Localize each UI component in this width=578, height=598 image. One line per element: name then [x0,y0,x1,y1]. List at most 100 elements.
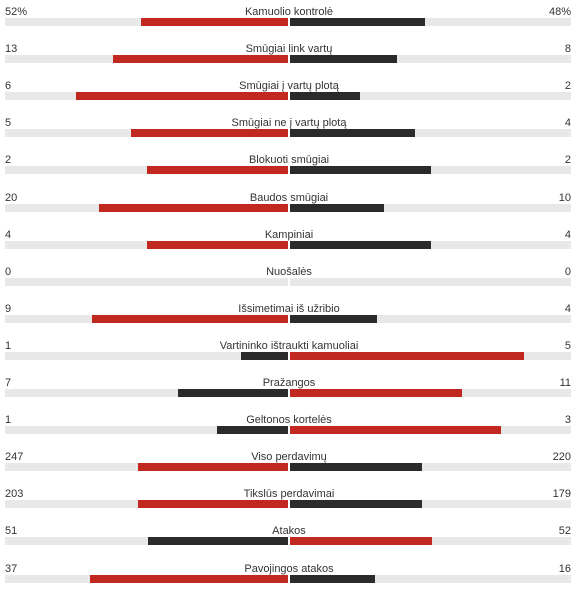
away-value: 8 [564,43,571,56]
stat-label: Baudos smūgiai [249,191,329,204]
home-bar-fill [147,537,288,546]
home-value: 37 [5,562,18,575]
away-bar-track [290,500,571,509]
home-bar-track [5,463,288,472]
away-value: 4 [564,228,571,241]
away-bar-track [290,463,571,472]
away-bar-fill [290,203,384,212]
stat-row: 203 Tikslūs perdavimai 179 [0,486,578,523]
home-bar-track [5,277,288,286]
away-bar-fill [290,574,375,583]
home-bar-fill [112,55,288,64]
home-bar-fill [99,203,288,212]
stat-row: 2 Blokuoti smūgiai 2 [0,152,578,189]
home-bar-fill [92,314,288,323]
away-value: 3 [564,414,571,427]
stat-row: 52% Kamuolio kontrolė 48% [0,4,578,41]
home-bar-fill [177,389,288,397]
away-bar-track [290,203,571,212]
home-bar-track [5,426,288,435]
home-bar-fill [146,166,288,175]
stat-label: Viso perdavimų [251,451,327,464]
home-value: 9 [5,302,12,315]
home-value: 7 [5,377,12,389]
home-value: 52% [5,6,28,18]
away-bar-fill [290,240,431,249]
home-value: 13 [5,43,18,56]
home-bar-fill [146,240,288,249]
home-bar-fill [75,92,288,101]
away-value: 0 [564,265,571,278]
home-bar-track [5,389,288,397]
stat-row: 13 Smūgiai link vartų 8 [0,41,578,78]
away-bar-fill [290,92,361,101]
away-bar-track [290,389,571,397]
home-value: 203 [5,488,24,501]
stat-row: 51 Atakos 52 [0,523,578,560]
stat-label: Išsimetimai iš užribio [238,302,340,315]
away-value: 2 [564,154,571,167]
away-bar-fill [290,166,431,175]
away-value: 16 [558,562,571,575]
home-value: 4 [5,228,12,241]
home-bar-fill [90,574,288,583]
away-bar-fill [290,129,415,138]
away-value: 179 [552,488,571,501]
home-bar-track [5,314,288,323]
stat-label: Smūgiai link vartų [245,43,333,56]
away-bar-fill [290,351,525,360]
stat-row: 247 Viso perdavimų 220 [0,449,578,486]
stat-label: Smūgiai ne į vartų plotą [231,117,347,130]
away-value: 4 [564,117,571,130]
home-value: 2 [5,154,12,167]
away-bar-track [290,55,571,64]
home-value: 0 [5,265,12,278]
home-bar-track [5,55,288,64]
stat-label: Kamuolio kontrolė [244,6,334,18]
away-bar-track [290,426,571,435]
home-bar-track [5,500,288,509]
away-bar-track [290,166,571,175]
away-bar-fill [290,18,425,26]
away-value: 11 [559,377,571,389]
home-value: 51 [5,525,18,538]
stat-label: Pavojingos atakos [244,562,334,575]
away-value: 48% [548,6,571,18]
home-value: 1 [5,339,12,352]
away-bar-fill [290,537,432,546]
away-value: 2 [564,80,571,93]
home-value: 20 [5,191,18,204]
away-value: 10 [558,191,571,204]
away-bar-track [290,314,571,323]
away-bar-fill [290,426,501,435]
stat-row: 1 Vartininko ištraukti kamuoliai 5 [0,338,578,375]
stat-row: 0 Nuošalės 0 [0,264,578,301]
stat-row: 7 Pražangos 11 [0,375,578,412]
away-value: 220 [552,451,571,464]
stat-label: Atakos [272,525,306,538]
home-bar-track [5,18,288,26]
home-bar-fill [137,500,288,509]
away-bar-fill [290,500,422,509]
home-bar-track [5,129,288,138]
stat-label: Blokuoti smūgiai [248,154,330,167]
home-bar-fill [130,129,288,138]
away-bar-track [290,277,571,286]
stat-label: Tikslūs perdavimai [243,488,335,501]
home-bar-track [5,574,288,583]
away-bar-track [290,92,571,101]
stat-row: 1 Geltonos kortelės 3 [0,412,578,449]
home-bar-track [5,351,288,360]
home-value: 6 [5,80,12,93]
away-bar-fill [290,389,462,397]
away-value: 52 [558,525,571,538]
away-bar-track [290,18,571,26]
home-bar-track [5,166,288,175]
home-bar-fill [138,463,288,472]
home-bar-fill [140,18,288,26]
away-bar-fill [290,55,398,64]
stat-row: 20 Baudos smūgiai 10 [0,190,578,227]
home-value: 1 [5,414,12,427]
home-bar-track [5,203,288,212]
